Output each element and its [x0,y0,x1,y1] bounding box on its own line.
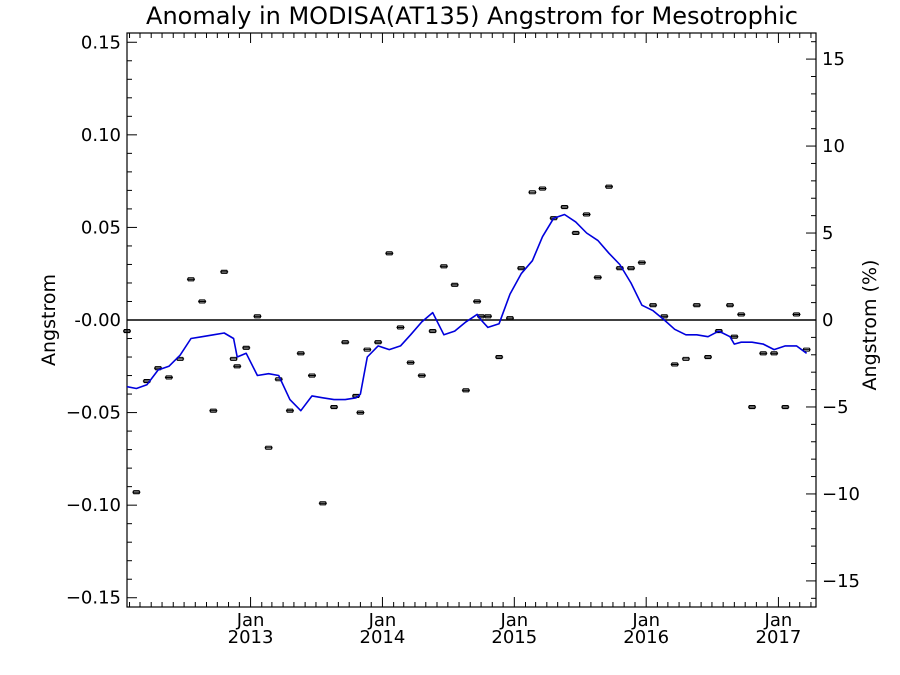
data-point [792,312,801,317]
data-point [461,388,470,393]
data-point [264,445,273,450]
y-axis-label: Angstrom [38,274,60,366]
x-tick-label-month: Jan [368,610,397,631]
data-point [439,264,448,269]
data-point [473,299,482,304]
data-point [770,351,779,356]
data-point [285,408,294,413]
x-tick-label-year: 2014 [360,627,406,648]
data-point [737,312,746,317]
x-tick-label-month: Jan [499,610,528,631]
data-point [164,375,173,380]
data-point [220,269,229,274]
data-point [759,351,768,356]
data-point [450,282,459,287]
data-point [748,404,757,410]
data-point [341,340,350,345]
data-point [637,260,646,265]
data-point [374,340,383,345]
data-point [660,314,669,319]
data-point [209,408,218,413]
data-point [483,314,492,319]
x-tick-label-month: Jan [236,610,265,631]
y-right-tick-label: 10 [822,136,845,157]
y-right-tick-label: −10 [822,484,860,505]
y-tick-label: -0.00 [74,310,121,331]
y-right-tick-label: 0 [822,310,833,331]
y-right-tick-label: −5 [822,397,849,418]
data-point [385,251,394,256]
chart-title: Anomaly in MODISA(AT135) Angstrom for Me… [146,2,798,30]
data-point [604,184,613,189]
data-point [363,347,372,352]
data-point [692,303,701,308]
y-axis-label-right: Angstrom (%) [859,260,881,391]
y-tick-label: 0.05 [81,217,121,238]
data-point [274,377,283,382]
data-point [560,205,569,210]
data-point [615,266,624,271]
y-tick-label: −0.10 [66,495,121,516]
data-point [186,277,195,282]
data-point [396,325,405,330]
x-tick-label-year: 2013 [228,627,274,648]
data-point [229,356,238,361]
plot-area: −0.15 −0.10 −0.05 -0.00 0.05 0.10 0.15 −15 −10 −5… [66,32,860,648]
data-point [681,356,690,361]
data-point [781,404,790,410]
data-point [233,364,242,369]
data-point [670,362,679,367]
data-point [406,360,415,365]
data-point [242,345,251,350]
y-tick-label: 0.15 [81,32,121,53]
data-point [571,230,580,236]
data-point [495,354,504,360]
data-point [356,410,365,415]
data-point [627,266,636,271]
data-point [330,404,339,410]
data-point [582,212,591,217]
blue-line-series [126,213,808,412]
data-point [528,190,537,195]
data-point [132,490,141,495]
data-point [517,266,526,271]
x-tick-label-year: 2015 [491,627,537,648]
data-point [318,501,327,506]
data-point [538,186,547,191]
data-point [123,329,131,334]
y-tick-label: −0.05 [66,403,121,424]
data-point [296,351,305,356]
x-tick-label-month: Jan [631,610,660,631]
data-point [714,329,723,334]
y-right-tick-label: −15 [822,571,860,592]
y-right-tick-label: 15 [822,49,845,70]
y-right-tick-label: 5 [822,223,833,244]
y-tick-label: −0.15 [66,588,121,609]
data-point [253,314,262,319]
data-point [593,275,602,280]
x-tick-label-year: 2017 [756,627,802,648]
data-point [703,354,712,360]
data-point [428,329,437,334]
data-point [198,299,207,304]
x-tick-label-year: 2016 [623,627,669,648]
x-tick-label-month: Jan [764,610,793,631]
data-point [649,303,658,308]
data-point [142,379,151,384]
data-point [417,373,426,378]
data-point [505,316,514,321]
data-point [730,334,739,339]
data-point [726,303,735,308]
y-tick-label: 0.10 [81,125,121,146]
data-point [307,373,316,378]
data-point [802,347,811,352]
